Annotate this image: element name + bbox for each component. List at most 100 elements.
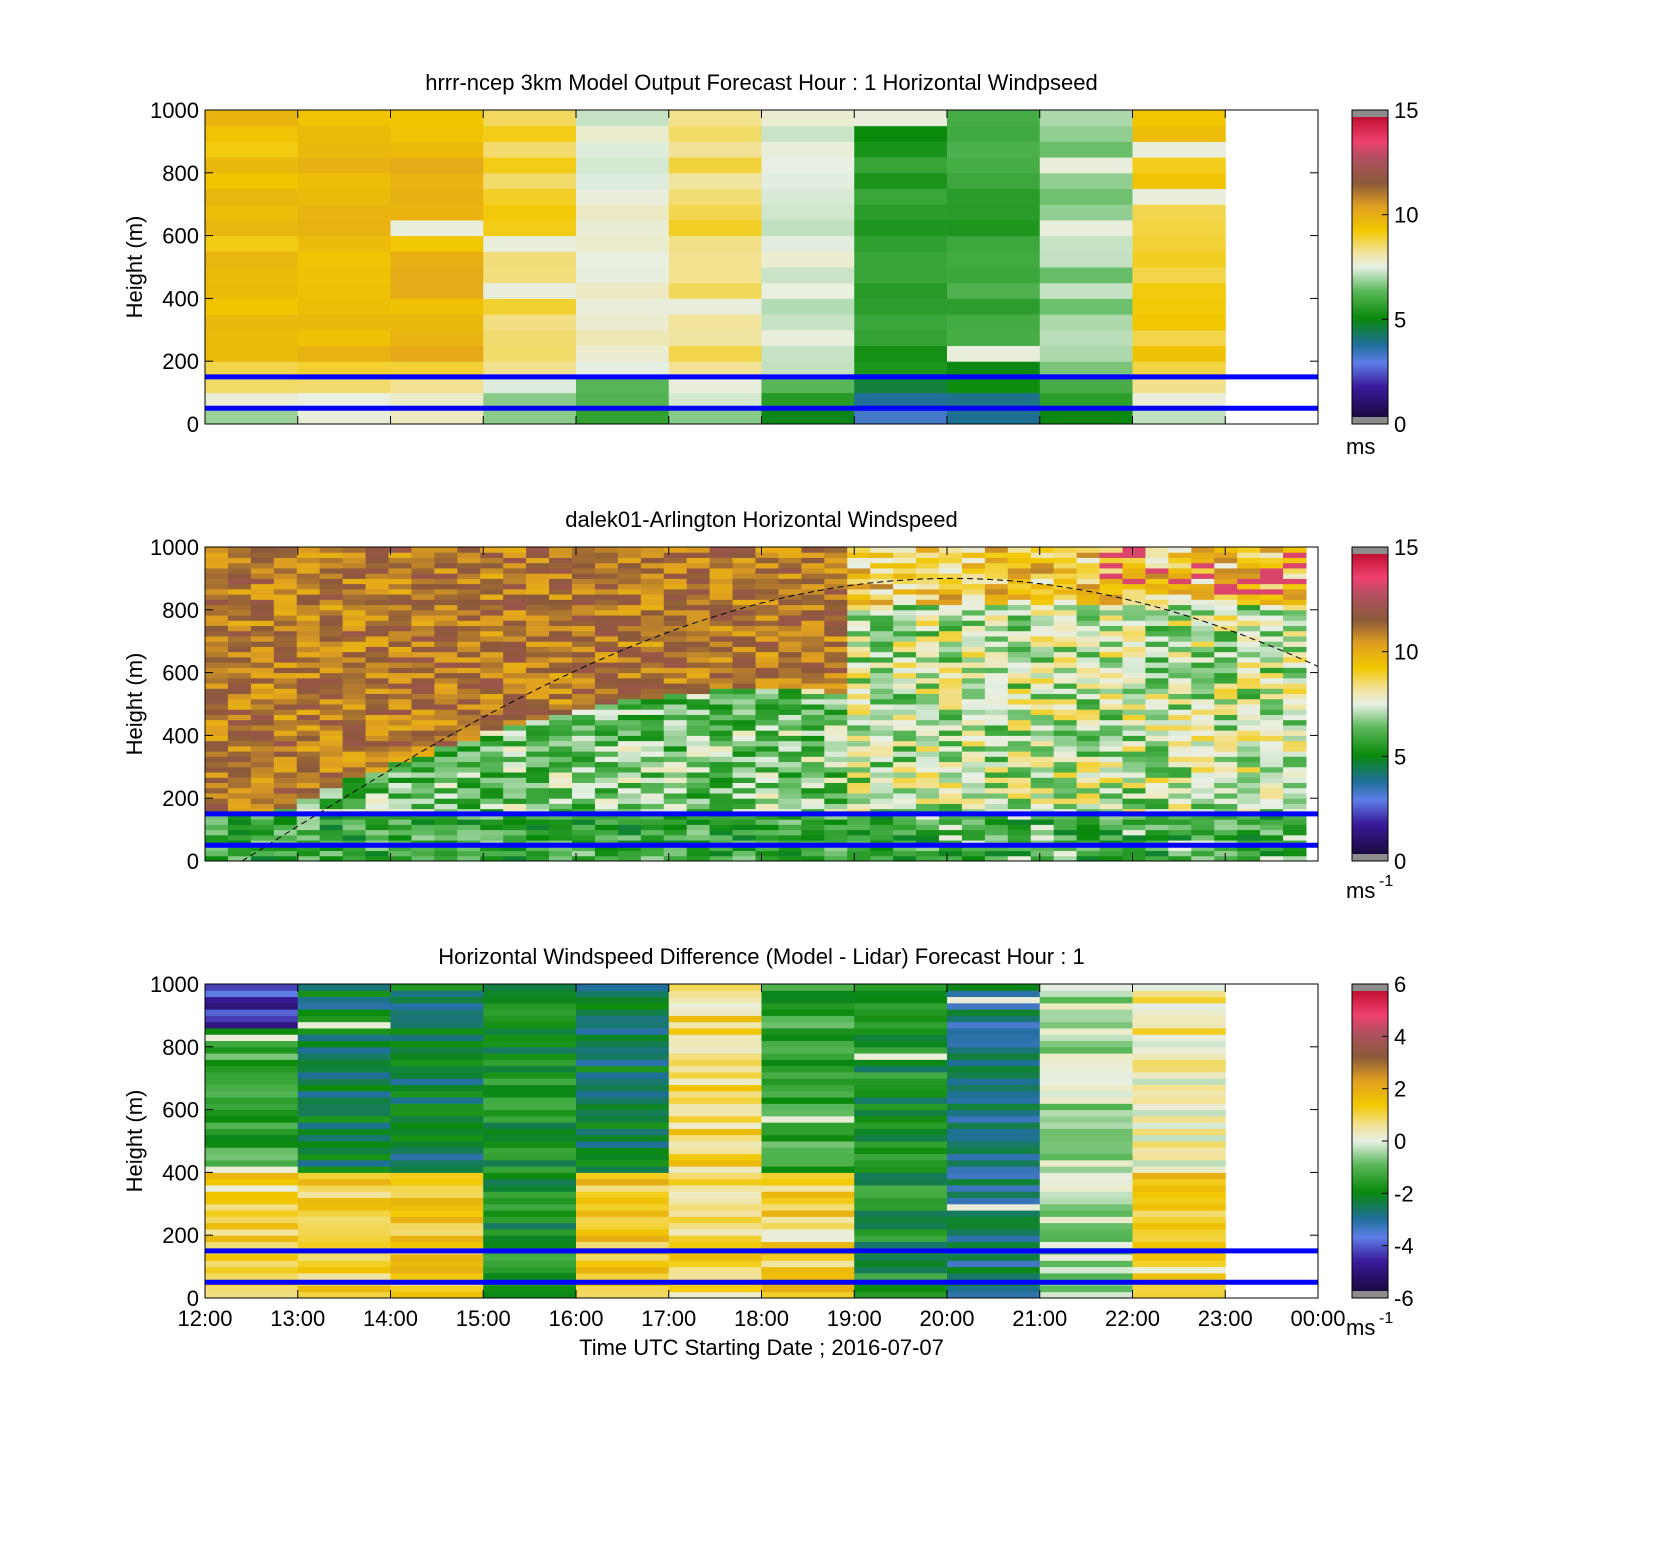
heatmap-cell	[870, 620, 894, 626]
heatmap-cell	[594, 557, 619, 564]
heatmap-cell	[961, 688, 986, 695]
heatmap-cell	[824, 677, 848, 684]
heatmap-cell	[1168, 845, 1192, 852]
heatmap-cell	[870, 646, 894, 653]
heatmap-cell	[483, 329, 577, 346]
heatmap-cell	[576, 996, 670, 1004]
heatmap-cell	[390, 1178, 484, 1186]
heatmap-cell	[663, 792, 688, 799]
heatmap-cell	[526, 588, 550, 595]
heatmap-cell	[572, 761, 596, 768]
heatmap-cell	[576, 1197, 670, 1205]
heatmap-cell	[709, 698, 734, 705]
heatmap-cell	[594, 704, 619, 710]
heatmap-cell	[1076, 609, 1101, 616]
heatmap-cell	[1030, 588, 1055, 595]
heatmap-cell	[755, 735, 779, 742]
heatmap-cell	[961, 646, 986, 653]
heatmap-cell	[755, 656, 779, 663]
heatmap-cell	[250, 772, 275, 778]
heatmap-cell	[870, 719, 894, 726]
heatmap-cell	[893, 683, 917, 689]
heatmap-cell	[1260, 766, 1284, 773]
heatmap-cell	[434, 620, 458, 626]
heatmap-cell	[273, 588, 298, 595]
heatmap-cell	[961, 787, 986, 794]
heatmap-cell	[483, 1071, 577, 1079]
heatmap-cell	[1145, 557, 1169, 564]
heatmap-cell	[388, 667, 412, 674]
heatmap-cell	[576, 1115, 670, 1123]
heatmap-cell	[847, 798, 871, 804]
heatmap-cell	[273, 787, 298, 794]
heatmap-cell	[1039, 1002, 1133, 1010]
heatmap-cell	[854, 1134, 948, 1142]
heatmap-cell	[1191, 751, 1215, 757]
heatmap-cell	[342, 604, 367, 611]
heatmap-cell	[1132, 1216, 1226, 1224]
heatmap-cell	[984, 672, 1009, 679]
heatmap-cell	[947, 1241, 1041, 1249]
heatmap-cell	[668, 1065, 762, 1073]
heatmap-cell	[526, 735, 550, 742]
heatmap-cell	[365, 766, 389, 773]
heatmap-cell	[686, 672, 711, 679]
heatmap-cell	[984, 824, 1009, 831]
heatmap-cell	[961, 683, 986, 689]
heatmap-cell	[1007, 547, 1032, 553]
heatmap-cell	[1145, 787, 1169, 794]
heatmap-cell	[1191, 609, 1215, 616]
heatmap-cell	[296, 662, 321, 668]
heatmap-cell	[947, 172, 1041, 189]
heatmap-cell	[434, 552, 458, 558]
heatmap-cells	[205, 110, 1226, 425]
heatmap-cell	[1076, 766, 1101, 773]
heatmap-cell	[1122, 651, 1146, 658]
heatmap-cell	[1007, 782, 1032, 789]
heatmap-cell	[939, 651, 963, 658]
heatmap-cell	[1132, 1027, 1226, 1035]
heatmap-cell	[483, 996, 577, 1004]
heatmap-cell	[1076, 557, 1101, 564]
heatmap-cell	[1030, 824, 1055, 831]
heatmap-cell	[296, 824, 321, 831]
heatmap-cell	[296, 573, 321, 579]
heatmap-cell	[205, 267, 299, 284]
heatmap-cell	[297, 1210, 391, 1217]
heatmap-cell	[870, 573, 894, 579]
heatmap-cell	[273, 824, 298, 831]
heatmap-cell	[617, 798, 642, 804]
heatmap-cell	[1007, 651, 1032, 658]
heatmap-cell	[572, 719, 596, 726]
heatmap-cell	[847, 740, 871, 747]
heatmap-cell	[594, 683, 619, 689]
heatmap-cell	[916, 772, 940, 778]
heatmap-cell	[1145, 625, 1169, 632]
heatmap-cell	[457, 641, 481, 647]
heatmap-cell	[916, 667, 940, 674]
heatmap-cell	[947, 1184, 1041, 1192]
heatmap-cell	[250, 567, 275, 574]
heatmap-cell	[227, 609, 252, 616]
heatmap-cell	[732, 751, 756, 757]
heatmap-cell	[640, 599, 665, 606]
heatmap-cell	[617, 615, 642, 621]
heatmap-cell	[1132, 298, 1226, 315]
heatmap-cell	[273, 567, 298, 574]
heatmap-cell	[761, 141, 855, 158]
heatmap-cell	[1030, 573, 1055, 579]
heatmap-cell	[273, 557, 298, 564]
heatmap-cell	[411, 615, 435, 621]
heatmap-cell	[1030, 787, 1055, 794]
heatmap-cell	[205, 1228, 299, 1236]
heatmap-cell	[893, 798, 917, 804]
heatmap-cell	[365, 798, 389, 804]
heatmap-cell	[709, 683, 734, 689]
heatmap-cell	[1168, 567, 1192, 574]
heatmap-cell	[755, 667, 779, 674]
heatmap-cell	[1214, 599, 1238, 606]
heatmap-cell	[576, 141, 670, 158]
heatmap-cell	[984, 845, 1009, 852]
heatmap-cell	[947, 392, 1041, 409]
heatmap-cell	[503, 735, 527, 742]
